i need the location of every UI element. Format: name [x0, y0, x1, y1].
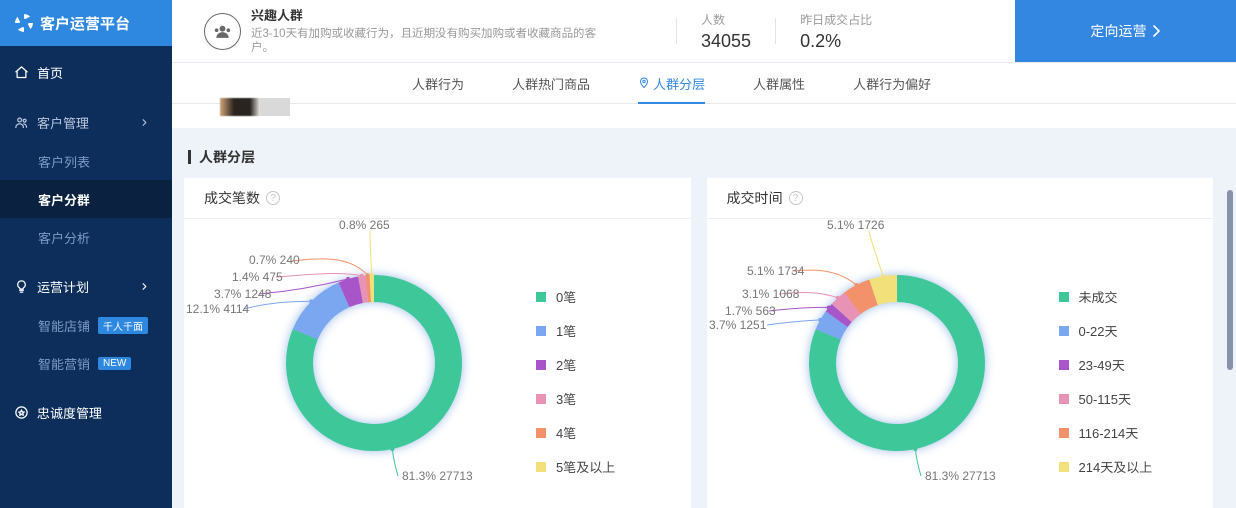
svg-text:3.7% 1251: 3.7% 1251 — [709, 318, 767, 332]
svg-text:1.4% 475: 1.4% 475 — [232, 270, 283, 284]
svg-text:81.3% 27713: 81.3% 27713 — [925, 469, 996, 483]
svg-text:1.7% 563: 1.7% 563 — [725, 304, 776, 318]
svg-text:0.7% 240: 0.7% 240 — [249, 253, 300, 267]
svg-text:5.1% 1726: 5.1% 1726 — [827, 219, 885, 232]
svg-text:5.1% 1734: 5.1% 1734 — [747, 264, 805, 278]
svg-text:81.3% 27713: 81.3% 27713 — [402, 469, 473, 483]
svg-text:3.1% 1068: 3.1% 1068 — [742, 287, 800, 301]
svg-text:0.8% 265: 0.8% 265 — [339, 219, 390, 232]
svg-text:3.7% 1248: 3.7% 1248 — [214, 287, 272, 301]
svg-text:12.1% 4114: 12.1% 4114 — [186, 302, 249, 316]
